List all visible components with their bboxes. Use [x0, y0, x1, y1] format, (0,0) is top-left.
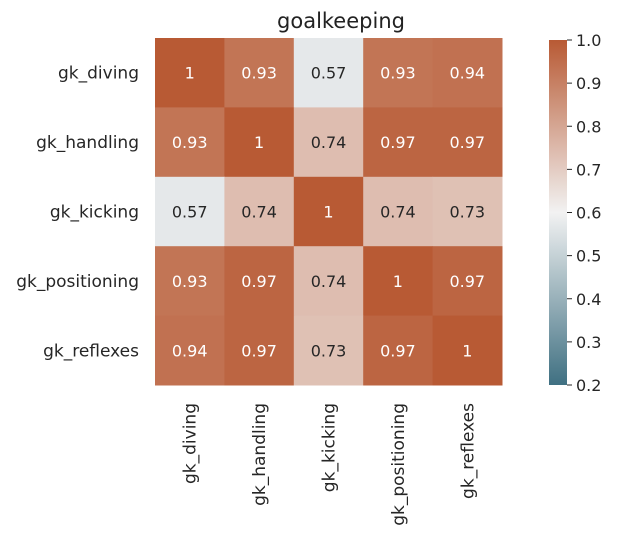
column-label: gk_reflexes: [458, 403, 478, 499]
heatmap-cell: [293, 246, 364, 317]
cell-value-label: 0.74: [241, 203, 277, 222]
cell-value-label: 1: [254, 133, 264, 152]
heatmap-cell: [155, 315, 225, 386]
colorbar-tick-label: 0.5: [576, 247, 601, 266]
heatmap-cell: [432, 38, 503, 108]
heatmap-cell: [224, 246, 295, 317]
cell-value-label: 1: [462, 341, 472, 360]
heatmap-cell: [432, 246, 503, 317]
cell-value-label: 0.97: [241, 272, 277, 291]
row-label: gk_kicking: [50, 203, 139, 223]
row-label: gk_positioning: [16, 272, 139, 292]
cell-value-label: 0.97: [380, 133, 416, 152]
heatmap-cell: [224, 107, 295, 178]
colorbar-tick-label: 0.7: [576, 160, 601, 179]
cell-value-labels: 1 0.93 0.57 0.93 0.94 0.93 1 0.74 0.97 0.97 0.57 0.…: [172, 64, 485, 361]
cell-value-label: 0.93: [172, 272, 208, 291]
colorbar-tick-label: 0.2: [576, 376, 601, 395]
heatmap-cell: [224, 315, 295, 386]
column-label: gk_handling: [250, 403, 270, 506]
heatmap-cell: [224, 176, 295, 247]
cell-value-label: 1: [393, 272, 403, 291]
heatmap-cell: [155, 176, 225, 247]
cell-value-label: 0.97: [449, 272, 485, 291]
colorbar-tick-label: 1.0: [576, 31, 601, 50]
cell-value-label: 0.74: [311, 133, 347, 152]
cell-value-label: 0.94: [172, 341, 208, 360]
heatmap-cell: [155, 107, 225, 178]
heatmap-cell: [155, 246, 225, 317]
colorbar-tick-label: 0.9: [576, 74, 601, 93]
colorbar: 0.2 0.3 0.4 0.5 0.6 0.7 0.8 0.9 1.0: [549, 31, 601, 395]
heatmap-cell: [293, 38, 364, 108]
column-label: gk_kicking: [320, 403, 340, 492]
cell-value-label: 0.93: [380, 64, 416, 83]
cell-value-label: 1: [323, 203, 333, 222]
cell-value-label: 0.57: [172, 203, 208, 222]
heatmap-cell: [432, 107, 503, 178]
heatmap-cell: [363, 176, 434, 247]
cell-value-label: 0.73: [311, 341, 347, 360]
heatmap-cell: [363, 315, 434, 386]
colorbar-tick-label: 0.8: [576, 117, 601, 136]
cell-value-label: 0.57: [311, 64, 347, 83]
row-label: gk_handling: [36, 133, 139, 153]
heatmap-cell: [293, 107, 364, 178]
colorbar-tick-label: 0.4: [576, 290, 601, 309]
row-label: gk_reflexes: [43, 341, 139, 361]
heatmap-cell: [363, 107, 434, 178]
heatmap-cell: [293, 315, 364, 386]
heatmap-cell: [432, 176, 503, 247]
column-labels: gk_diving gk_handling gk_kicking gk_positio…: [181, 403, 479, 526]
heatmap-cells: [155, 38, 503, 386]
cell-value-label: 0.93: [241, 64, 277, 83]
cell-value-label: 0.97: [380, 341, 416, 360]
cell-value-label: 0.73: [449, 203, 485, 222]
colorbar-tick-label: 0.3: [576, 333, 601, 352]
colorbar-tick-label: 0.6: [576, 204, 601, 223]
row-label: gk_diving: [58, 64, 139, 84]
chart-title: goalkeeping: [277, 9, 405, 33]
heatmap-cell: [363, 38, 434, 108]
column-label: gk_positioning: [389, 403, 409, 526]
cell-value-label: 1: [185, 64, 195, 83]
heatmap-cell: [363, 246, 434, 317]
cell-value-label: 0.94: [449, 64, 485, 83]
heatmap-cell: [293, 176, 364, 247]
heatmap-cell: [432, 315, 503, 386]
row-labels: gk_diving gk_handling gk_kicking gk_positio…: [16, 64, 139, 362]
heatmap-cell: [224, 38, 295, 108]
heatmap-cell: [155, 38, 225, 108]
cell-value-label: 0.74: [311, 272, 347, 291]
cell-value-label: 0.97: [241, 341, 277, 360]
cell-value-label: 0.97: [449, 133, 485, 152]
colorbar-gradient: [549, 40, 567, 385]
cell-value-label: 0.93: [172, 133, 208, 152]
cell-value-label: 0.74: [380, 203, 416, 222]
column-label: gk_diving: [181, 403, 201, 484]
